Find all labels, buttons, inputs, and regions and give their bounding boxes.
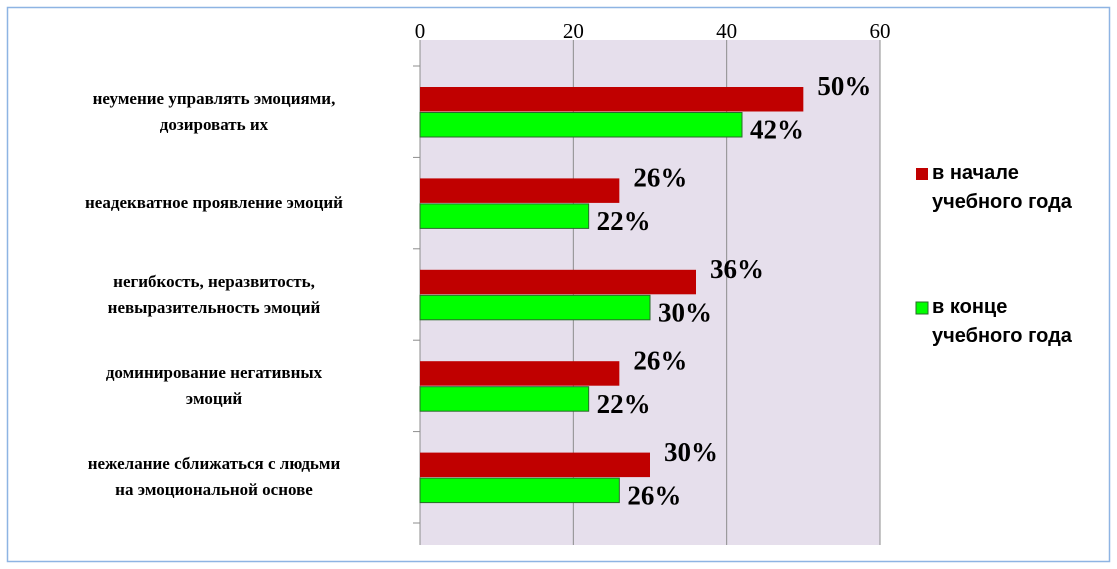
bar: [420, 87, 804, 112]
data-label: 42%: [750, 115, 804, 145]
data-label: 50%: [817, 71, 871, 101]
bar: [419, 203, 590, 229]
bar: [419, 386, 590, 412]
bar: [420, 361, 620, 386]
bar: [419, 477, 620, 504]
data-label: 22%: [597, 389, 651, 419]
bar: [419, 294, 651, 321]
data-label: 30%: [664, 437, 718, 467]
data-label: 36%: [710, 254, 764, 284]
legend-label: в конце учебного года: [932, 296, 1072, 347]
x-tick-label: 0: [415, 19, 426, 43]
data-label: 26%: [633, 163, 687, 193]
category-label: неумение управлять эмоциями, дозировать …: [92, 88, 336, 134]
x-tick-label: 60: [870, 19, 891, 43]
bar: [420, 178, 620, 203]
category-label: неадекватное проявление эмоций: [85, 193, 343, 213]
category-label: нежелание сближаться с людьми на эмоцион…: [87, 454, 341, 500]
bar: [420, 452, 650, 478]
data-label: 26%: [633, 345, 687, 375]
category-label: негибкость, неразвитость, невыразительно…: [107, 271, 321, 317]
category-label: доминирование негативных эмоций: [105, 362, 323, 408]
bar: [420, 269, 696, 295]
legend-swatch: [915, 301, 929, 315]
legend-label: в начале учебного года: [932, 162, 1072, 213]
x-tick-label: 40: [716, 19, 737, 43]
data-label: 22%: [597, 206, 651, 236]
legend-swatch: [916, 168, 928, 180]
x-tick-label: 20: [563, 19, 584, 43]
data-label: 30%: [658, 298, 712, 328]
data-label: 26%: [627, 480, 681, 510]
bar: [419, 112, 743, 138]
